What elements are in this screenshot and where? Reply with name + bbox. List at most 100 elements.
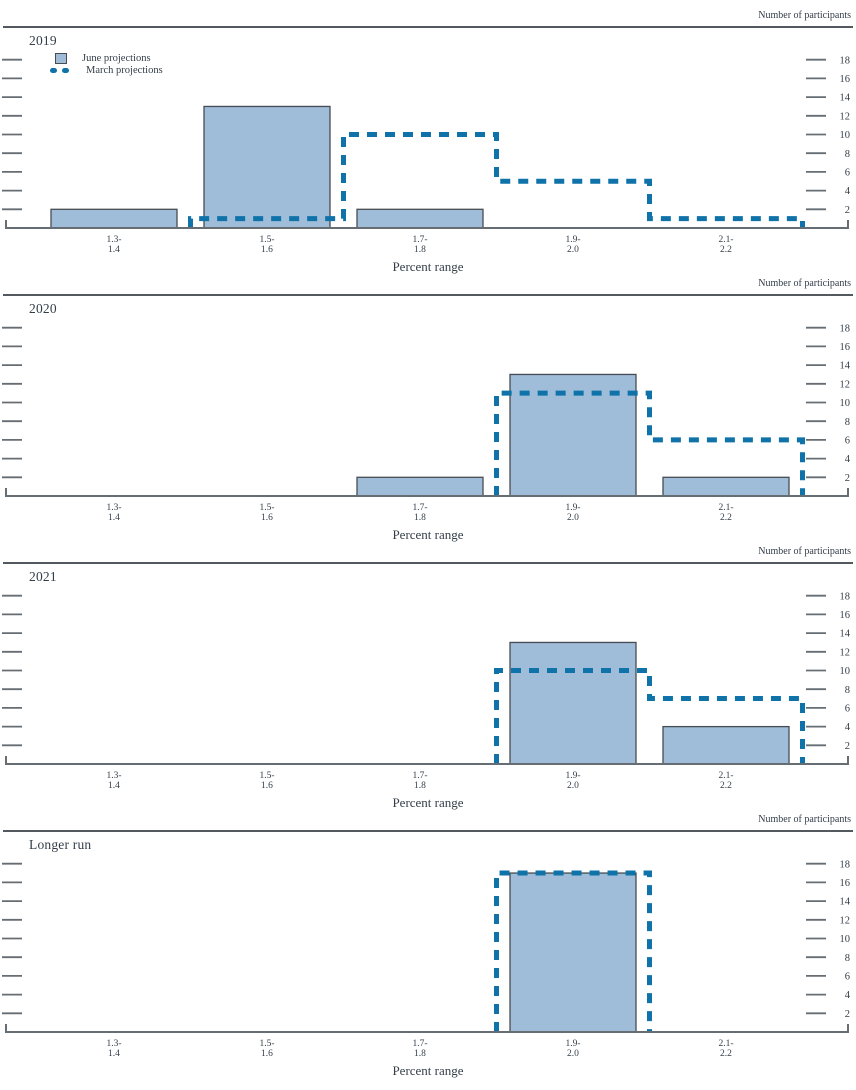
y-axis-title: Number of participants	[758, 546, 851, 557]
chart-2021: 2 4 6 8 10 12 14 16 18	[2, 591, 851, 765]
march-projection-step-line	[188, 132, 805, 228]
june-bar-1.3–1.4	[50, 208, 178, 229]
march-projection-step-line	[494, 390, 805, 496]
y-tick-label: 8	[845, 417, 850, 428]
march-projection-step-line	[494, 668, 805, 764]
legend: June projections March projections	[50, 52, 163, 76]
plot-area-2021: 2021 2 4 6 8 10 12 14 16 18	[2, 562, 853, 768]
y-tick-label: 4	[845, 186, 851, 197]
chart-2019: 2 4 6 8 10 12 14 16 18	[2, 55, 851, 229]
x-tick-label-2.1–2.2: 2.1- 2.2	[718, 771, 734, 792]
x-tick-label-1.3–1.4: 1.3- 1.4	[106, 503, 122, 524]
y-tick-label: 8	[845, 149, 850, 160]
y-tick-label: 10	[840, 398, 851, 409]
y-tick-label: 12	[840, 379, 851, 390]
june-bar-1.9–2.0	[509, 641, 637, 765]
june-bar-1.5–1.6	[203, 105, 331, 229]
panel-title: 2021	[29, 569, 57, 584]
legend-item-june: June projections	[55, 52, 163, 64]
y-tick-label: 18	[840, 323, 851, 334]
x-tick-label-1.7–1.8: 1.7- 1.8	[412, 771, 428, 792]
y-tick-label: 4	[845, 722, 851, 733]
y-tick-label: 4	[845, 454, 851, 465]
y-tick-label: 6	[845, 704, 850, 715]
chart-2020: 2 4 6 8 10 12 14 16 18	[2, 323, 851, 497]
y-tick-label: 12	[840, 915, 851, 926]
june-bar-1.7–1.8	[356, 476, 484, 497]
x-tick-label-2.1–2.2: 2.1- 2.2	[718, 503, 734, 524]
panel-2021: Number of participants 2021 2 4 6 8 10 12 14 16…	[0, 544, 856, 810]
y-tick-label: 4	[845, 990, 851, 1001]
y-tick-label: 18	[840, 55, 851, 66]
y-axis-title: Number of participants	[758, 814, 851, 825]
june-bar-swatch-icon	[55, 52, 67, 64]
y-tick-label: 18	[840, 591, 851, 602]
plot-area-longer-run: Longer run 2 4 6 8 10 12 14 16 18	[2, 830, 853, 1036]
y-tick-label: 12	[840, 647, 851, 658]
x-tick-label-1.5–1.6: 1.5- 1.6	[259, 771, 275, 792]
x-axis-title: Percent range	[392, 259, 464, 274]
march-dash-swatch-icon	[50, 67, 75, 73]
x-tick-label-1.5–1.6: 1.5- 1.6	[259, 235, 275, 256]
y-tick-label: 8	[845, 685, 850, 696]
x-tick-label-1.9–2.0: 1.9- 2.0	[565, 771, 581, 792]
x-tick-label-1.7–1.8: 1.7- 1.8	[412, 235, 428, 256]
legend-item-march: March projections	[50, 64, 163, 76]
legend-label-june: June projections	[82, 52, 151, 64]
x-tick-label-1.9–2.0: 1.9- 2.0	[565, 1039, 581, 1060]
y-tick-label: 2	[845, 1009, 850, 1020]
x-tick-label-1.7–1.8: 1.7- 1.8	[412, 1039, 428, 1060]
x-tick-label-1.3–1.4: 1.3- 1.4	[106, 771, 122, 792]
y-tick-label: 6	[845, 168, 850, 179]
x-tick-label-2.1–2.2: 2.1- 2.2	[718, 235, 734, 256]
panel-title: Longer run	[29, 837, 92, 852]
y-tick-label: 16	[840, 342, 851, 353]
y-tick-label: 6	[845, 972, 850, 983]
x-axis-title: Percent range	[392, 1063, 464, 1078]
june-bar-1.7–1.8	[356, 208, 484, 229]
panel-title: 2020	[29, 301, 57, 316]
panel-2020: Number of participants 2020 2 4 6 8 10 12 14 16…	[0, 276, 856, 542]
y-tick-label: 12	[840, 111, 851, 122]
x-tick-label-1.3–1.4: 1.3- 1.4	[106, 235, 122, 256]
y-tick-label: 14	[840, 93, 851, 104]
legend-label-march: March projections	[86, 64, 163, 76]
x-axis-title: Percent range	[392, 527, 464, 542]
y-tick-label: 10	[840, 666, 851, 677]
y-tick-label: 8	[845, 953, 850, 964]
y-axis-title: Number of participants	[758, 10, 851, 21]
plot-area-2020: 2020 2 4 6 8 10 12 14 16 18	[2, 294, 853, 500]
june-bar-1.9–2.0	[509, 872, 637, 1033]
x-tick-label-1.7–1.8: 1.7- 1.8	[412, 503, 428, 524]
y-tick-label: 16	[840, 878, 851, 889]
x-axis-tick-labels: 1.3- 1.4 1.5- 1.6 1.7- 1.8 1.9- 2.0 2.1- 2.2	[0, 1036, 856, 1063]
y-tick-label: 14	[840, 629, 851, 640]
panel-2019: Number of participants 2019 June project…	[0, 8, 856, 274]
plot-area-2019: 2019 June projections March projections …	[2, 26, 853, 232]
y-tick-label: 16	[840, 610, 851, 621]
x-axis-tick-labels: 1.3- 1.4 1.5- 1.6 1.7- 1.8 1.9- 2.0 2.1- 2.2	[0, 232, 856, 259]
y-tick-label: 14	[840, 361, 851, 372]
x-tick-label-1.9–2.0: 1.9- 2.0	[565, 503, 581, 524]
panel-longer-run: Number of participants Longer run 2 4 6 8 10…	[0, 812, 856, 1078]
march-projection-step-line	[494, 870, 652, 1032]
chart-longer-run: 2 4 6 8 10 12 14 16 18	[2, 859, 851, 1033]
y-tick-label: 18	[840, 859, 851, 870]
x-tick-label-2.1–2.2: 2.1- 2.2	[718, 1039, 734, 1060]
panel-title: 2019	[29, 33, 57, 48]
y-tick-label: 6	[845, 436, 850, 447]
y-tick-label: 10	[840, 130, 851, 141]
x-tick-label-1.3–1.4: 1.3- 1.4	[106, 1039, 122, 1060]
y-tick-label: 2	[845, 473, 850, 484]
x-tick-label-1.9–2.0: 1.9- 2.0	[565, 235, 581, 256]
x-tick-label-1.5–1.6: 1.5- 1.6	[259, 1039, 275, 1060]
x-tick-label-1.5–1.6: 1.5- 1.6	[259, 503, 275, 524]
y-tick-label: 2	[845, 205, 850, 216]
y-tick-label: 14	[840, 897, 851, 908]
june-bar-2.1–2.2	[662, 725, 790, 765]
x-axis-title: Percent range	[392, 795, 464, 810]
y-tick-label: 16	[840, 74, 851, 85]
y-tick-label: 10	[840, 934, 851, 945]
y-axis-title: Number of participants	[758, 278, 851, 289]
